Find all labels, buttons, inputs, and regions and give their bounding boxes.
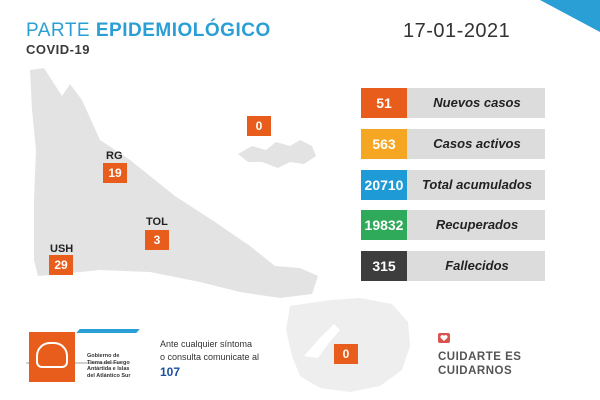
campaign-slogan: CUIDARTE ES CUIDARNOS [438, 350, 521, 378]
stat-label: Nuevos casos [433, 95, 521, 110]
page-title-part2: EPIDEMIOLÓGICO [95, 20, 271, 41]
gov-line: Gobierno de [87, 353, 120, 359]
stat-label: Fallecidos [445, 258, 509, 273]
gov-line: del Atlántico Sur [87, 372, 131, 379]
contact-line: o consulta comunicate al [160, 352, 260, 362]
badge-malvinas: 0 [247, 116, 271, 136]
city-label-rg: RG [106, 150, 123, 162]
badge-antarctica: 0 [334, 344, 358, 364]
page-subtitle: COVID-19 [26, 42, 90, 57]
stat-value: 20710 [361, 170, 407, 200]
tierra-del-fuego-island [30, 68, 318, 298]
stat-value: 563 [361, 129, 407, 159]
badge-rg: 19 [103, 163, 127, 183]
report-date: 17-01-2021 [403, 20, 511, 42]
stat-casos-activos: 563 Casos activos [361, 129, 545, 159]
stat-recuperados: 19832 Recuperados [361, 210, 545, 240]
heart-shield-icon [438, 333, 450, 343]
accent-bar [76, 329, 140, 333]
gov-line: Antártida e Islas [87, 366, 130, 372]
city-label-ush: USH [50, 243, 74, 255]
stat-value: 315 [361, 251, 407, 281]
stat-label: Recuperados [435, 217, 519, 232]
page-title-part1: PARTE [26, 20, 96, 41]
contact-text: Ante cualquier síntoma o consulta comuni… [160, 338, 259, 364]
stat-value: 51 [361, 88, 407, 118]
badge-ush: 29 [49, 255, 73, 275]
stat-label: Casos activos [433, 136, 521, 151]
antarctic-peninsula [304, 324, 340, 358]
stat-label: Total acumulados [421, 177, 533, 192]
stat-value: 19832 [361, 210, 407, 240]
corner-decoration [540, 0, 600, 32]
slogan-line: CUIDARTE ES [438, 351, 522, 363]
malvinas-islands [238, 140, 316, 168]
city-label-tol: TOL [146, 216, 168, 228]
stat-nuevos-casos: 51 Nuevos casos [361, 88, 545, 118]
contact-line: Ante cualquier síntoma [160, 339, 253, 349]
gov-line: Tierra del Fuego [87, 359, 130, 366]
coat-of-arms-emblem [36, 342, 68, 368]
badge-tol: 3 [145, 230, 169, 250]
slogan-line: CUIDARNOS [438, 365, 513, 377]
stat-fallecidos: 315 Fallecidos [361, 251, 545, 281]
stat-total-acumulados: 20710 Total acumulados [361, 170, 545, 200]
page-title: PARTE EPIDEMIOLÓGICO [26, 20, 271, 42]
phone-number: 107 [160, 365, 181, 379]
government-name: Gobierno de Tierra del Fuego Antártida e… [87, 353, 147, 379]
